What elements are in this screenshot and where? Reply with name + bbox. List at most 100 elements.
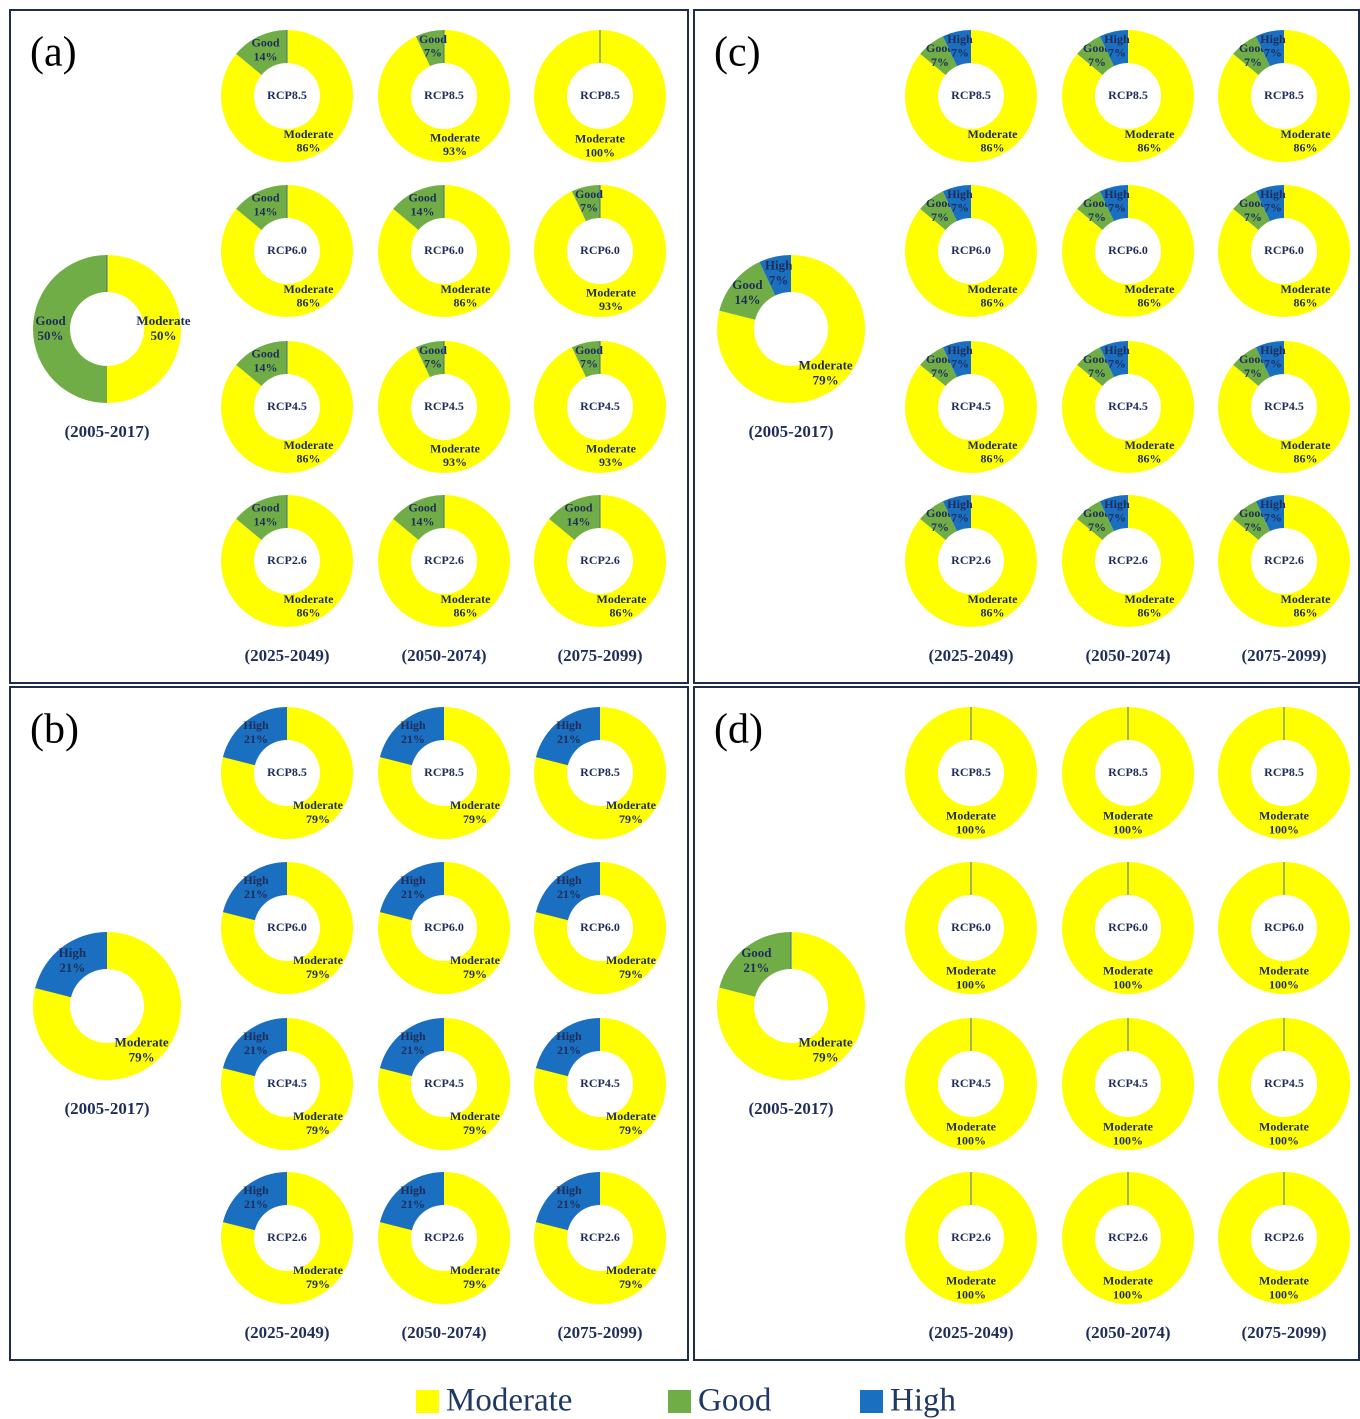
slice-value-label: 79% [463, 967, 487, 981]
slice-category-label: Good [732, 277, 763, 292]
slice-value-label: 79% [813, 1049, 839, 1064]
scenario-label: RCP4.5 [424, 1076, 464, 1090]
slice-category-label: Moderate [450, 1263, 501, 1277]
scenario-label: RCP8.5 [580, 88, 620, 102]
panel-label: (d) [714, 707, 763, 753]
donut-slice [236, 185, 287, 230]
donut-slice [223, 1172, 287, 1230]
donut-slice [377, 185, 510, 317]
period-label: (2075-2099) [1242, 646, 1327, 665]
slice-value-label: 7% [1088, 520, 1106, 534]
slice-category-label: High [556, 1029, 582, 1043]
donut-slice [1218, 707, 1350, 839]
slice-category-label: Good [35, 313, 66, 328]
slice-value-label: 14% [253, 360, 277, 374]
slice-value-label: 21% [244, 1043, 268, 1057]
slice-category-label: Moderate [968, 282, 1019, 296]
scenario-label: RCP6.0 [951, 920, 991, 934]
slice-value-label: 86% [297, 141, 321, 155]
slice-value-label: 7% [951, 201, 969, 215]
donut-slice [549, 495, 600, 540]
scenario-label: RCP4.5 [267, 399, 307, 413]
slice-category-label: Moderate [441, 282, 492, 296]
slice-category-label: Moderate [968, 438, 1019, 452]
donut-slice [1099, 341, 1128, 378]
slice-value-label: 79% [129, 1049, 155, 1064]
scenario-label: RCP6.0 [1108, 243, 1148, 257]
slice-category-label: Moderate [1259, 964, 1310, 978]
slice-category-label: Moderate [1259, 1274, 1310, 1288]
donut-slice [534, 1172, 667, 1304]
period-label: (2025-2049) [929, 646, 1014, 665]
slice-value-label: 7% [1088, 210, 1106, 224]
slice-category-label: Moderate [606, 953, 657, 967]
slice-category-label: Moderate [597, 592, 648, 606]
slice-value-label: 7% [1264, 357, 1282, 371]
donut-slice [920, 347, 957, 386]
slice-category-label: High [243, 718, 269, 732]
slice-category-label: Moderate [1259, 809, 1310, 823]
donut-slice [1062, 495, 1195, 627]
slice-category-label: High [765, 258, 793, 273]
donut-slice [1062, 30, 1195, 162]
donut-slice [1077, 347, 1114, 386]
panel-label: (b) [30, 707, 79, 753]
donut-slice [377, 1018, 510, 1151]
scenario-label: RCP8.5 [267, 765, 307, 779]
donut-slice [536, 1172, 600, 1230]
donut-slice [905, 341, 1038, 473]
scenario-label: RCP2.6 [1108, 553, 1148, 567]
slice-category-label: Moderate [293, 953, 344, 967]
donut-slice [905, 862, 1037, 994]
donut-slice [236, 30, 287, 75]
donut-slice [717, 255, 865, 403]
period-label: (2050-2074) [402, 646, 487, 665]
donut-slice [221, 495, 353, 627]
period-label: (2075-2099) [1242, 1323, 1327, 1342]
scenario-label: RCP4.5 [580, 1076, 620, 1090]
baseline-period-label: (2005-2017) [65, 422, 150, 441]
slice-category-label: Moderate [450, 798, 501, 812]
slice-category-label: Moderate [293, 1109, 344, 1123]
scenario-label: RCP8.5 [1264, 765, 1304, 779]
slice-category-label: Good [251, 35, 279, 49]
slice-value-label: 86% [1138, 452, 1162, 466]
slice-value-label: 79% [463, 1123, 487, 1137]
slice-value-label: 7% [580, 357, 598, 371]
slice-category-label: High [947, 343, 973, 357]
slice-category-label: Good [419, 343, 447, 357]
donut-slice [221, 1172, 353, 1304]
slice-category-label: Moderate [946, 1120, 997, 1134]
scenario-label: RCP2.6 [267, 1230, 307, 1244]
donut-slice [1062, 185, 1195, 318]
scenario-label: RCP4.5 [1264, 1076, 1304, 1090]
slice-category-label: Moderate [115, 1034, 169, 1049]
slice-value-label: 93% [443, 455, 467, 469]
period-label: (2075-2099) [558, 646, 643, 665]
panel-frame [693, 686, 1360, 1361]
donut-slice [536, 862, 600, 920]
donut-slice [380, 1018, 444, 1076]
donut-slice [1062, 1172, 1194, 1304]
donut-slice [378, 862, 511, 994]
scenario-label: RCP4.5 [424, 399, 464, 413]
slice-category-label: High [400, 1183, 426, 1197]
baseline-period-label: (2005-2017) [65, 1099, 150, 1118]
slice-value-label: 86% [1138, 296, 1162, 310]
period-label: (2025-2049) [245, 1323, 330, 1342]
slice-category-label: Good [564, 500, 592, 514]
slice-value-label: 86% [1294, 141, 1318, 155]
slice-value-label: 21% [401, 1043, 425, 1057]
scenario-label: RCP8.5 [951, 88, 991, 102]
donut-slice [393, 495, 444, 540]
donut-slice [1099, 185, 1128, 222]
slice-value-label: 86% [981, 606, 1005, 620]
slice-category-label: Good [741, 945, 772, 960]
donut-slice [920, 501, 957, 540]
donut-slice [107, 255, 181, 403]
donut-slice [1255, 341, 1284, 378]
slice-value-label: 100% [1269, 822, 1299, 836]
slice-value-label: 21% [401, 1197, 425, 1211]
slice-value-label: 79% [813, 372, 839, 387]
slice-category-label: Moderate [606, 1109, 657, 1123]
